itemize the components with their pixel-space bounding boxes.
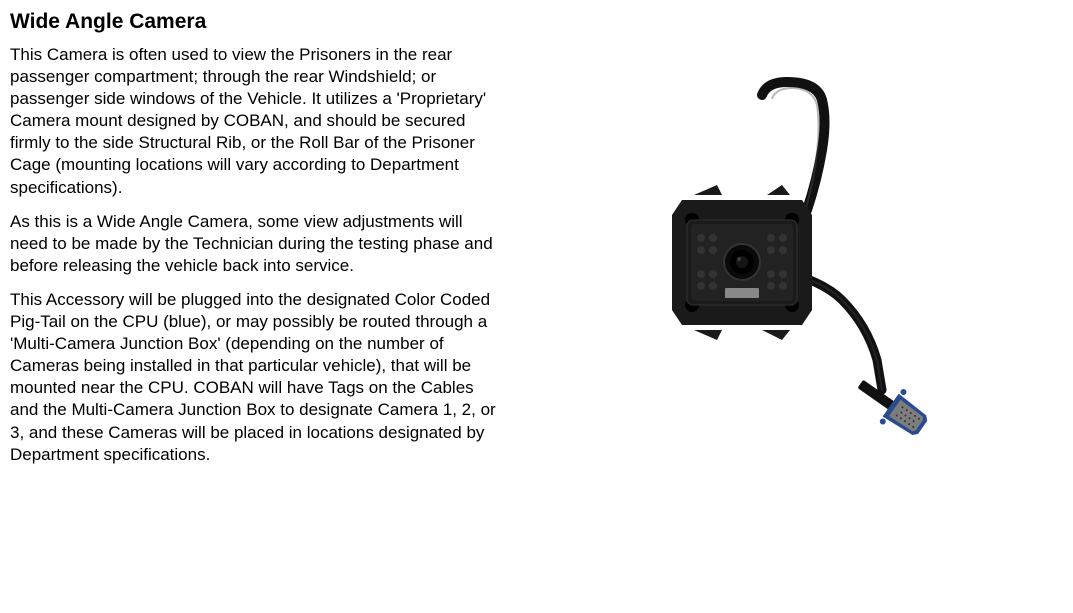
image-column [520,10,1063,450]
text-column: Wide Angle Camera This Camera is often u… [10,10,520,478]
paragraph-1: This Camera is often used to view the Pr… [10,44,500,199]
paragraph-2: As this is a Wide Angle Camera, some vie… [10,211,500,277]
document-container: Wide Angle Camera This Camera is often u… [10,10,1063,478]
paragraph-3: This Accessory will be plugged into the … [10,289,500,466]
camera-illustration [622,70,962,450]
section-heading: Wide Angle Camera [10,10,500,34]
